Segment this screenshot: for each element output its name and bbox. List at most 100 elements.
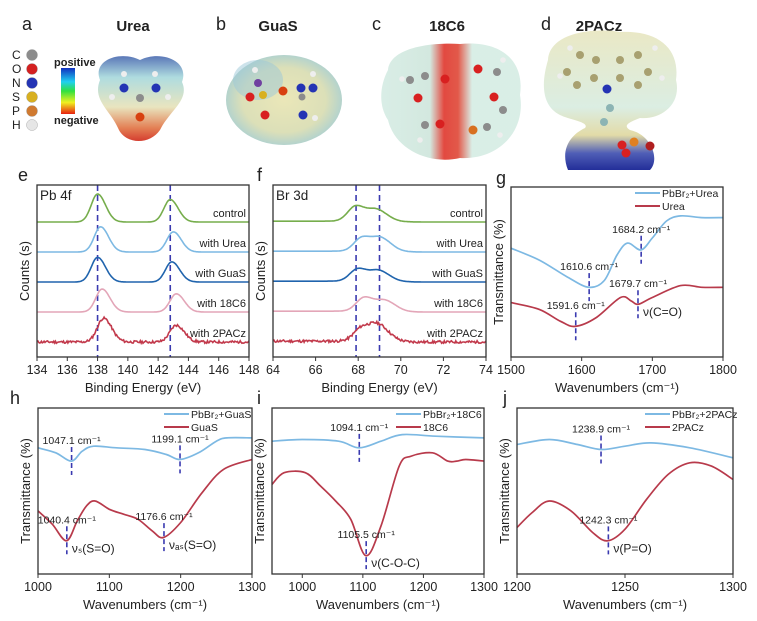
peak-label: 1684.2 cm⁻¹ <box>612 224 671 236</box>
vibration-mode-label: ν(C-O-C) <box>371 556 420 570</box>
x-tick-label: 1200 <box>503 580 531 594</box>
element-ball-C <box>26 49 38 61</box>
legend-label: PbBr₂+Urea <box>662 188 718 200</box>
legend-label: 2PACz <box>672 422 704 434</box>
peak-label: 1094.1 cm⁻¹ <box>330 422 389 434</box>
x-axis-title: Binding Energy (eV) <box>321 380 437 395</box>
panel-letter-d: d <box>541 14 551 34</box>
spectrum-line-with-guas <box>273 267 486 283</box>
x-axis-title: Wavenumbers (cm⁻¹) <box>83 597 207 612</box>
ftir-line-0 <box>271 433 485 449</box>
panel-letter-c: c <box>372 14 381 34</box>
molecule-title-urea: Urea <box>116 18 150 35</box>
panel-letter-b: b <box>216 14 226 34</box>
18c6-esp-surface <box>381 43 521 160</box>
ftir-line-1 <box>271 451 485 557</box>
x-tick-label: 1200 <box>410 580 438 594</box>
plot-frame <box>510 186 724 358</box>
x-tick-label: 1600 <box>568 363 596 377</box>
x-tick-label: 1800 <box>709 363 737 377</box>
series-label: with 2PACz <box>189 328 246 340</box>
x-tick-label: 1250 <box>611 580 639 594</box>
plot-frame <box>37 407 253 575</box>
element-symbol-C: C <box>12 48 21 62</box>
ftir-line-1 <box>510 284 724 328</box>
x-tick-label: 1300 <box>719 580 747 594</box>
y-axis-title: Transmittance (%) <box>491 219 506 325</box>
x-axis-title: Wavenumbers (cm⁻¹) <box>563 597 687 612</box>
ftir-line-0 <box>37 436 253 462</box>
series-label: with Urea <box>436 238 484 250</box>
spectrum-line-with-18c6 <box>37 288 249 313</box>
element-ball-H <box>26 119 38 131</box>
chart-panel-f: f Br 3d control with Urea with GuaS with 18C6… <box>253 165 493 395</box>
y-axis-title: Transmittance (%) <box>18 438 33 544</box>
peak-label: 1242.3 cm⁻¹ <box>579 514 638 526</box>
chart-panel-e: e Pb 4f control with Urea with GuaS with 18C6… <box>17 165 259 395</box>
panel-letter-f: f <box>257 165 263 185</box>
x-tick-label: 1300 <box>238 580 266 594</box>
element-symbol-N: N <box>12 76 21 90</box>
spectrum-line-control <box>37 193 249 223</box>
peak-label: 1591.6 cm⁻¹ <box>547 300 606 312</box>
spectrum-line-with-2pacz <box>36 315 250 346</box>
series-label: with 18C6 <box>433 298 483 310</box>
peak-label: 1199.1 cm⁻¹ <box>151 433 209 445</box>
panel-letter-i: i <box>257 388 261 408</box>
x-tick-label: 74 <box>479 363 493 377</box>
peak-label: 1610.6 cm⁻¹ <box>560 261 619 273</box>
legend-label: PbBr₂+GuaS <box>191 409 251 421</box>
molecule-title-guas: GuaS <box>258 18 297 35</box>
ftir-line-1 <box>37 458 253 542</box>
legend-label: Urea <box>662 201 685 213</box>
vibration-mode-label: ν(P=O) <box>613 541 651 555</box>
element-ball-N <box>26 77 38 89</box>
vibration-mode-label: νₐₛ(S=O) <box>169 538 216 552</box>
series-label: with GuaS <box>194 268 246 280</box>
ftir-line-0 <box>516 438 734 459</box>
2pacz-esp-surface <box>543 30 678 171</box>
x-tick-label: 136 <box>57 363 78 377</box>
plot-frame <box>272 184 487 358</box>
peak-label: 1105.5 cm⁻¹ <box>338 529 396 541</box>
plot-frame <box>271 407 485 575</box>
y-axis-title: Transmittance (%) <box>497 438 512 544</box>
x-tick-label: 1000 <box>24 580 52 594</box>
spectrum-line-with-18c6 <box>273 295 486 313</box>
legend-label: GuaS <box>191 422 218 434</box>
element-symbol-S: S <box>12 90 20 104</box>
x-tick-label: 72 <box>436 363 450 377</box>
peak-label: 1047.1 cm⁻¹ <box>43 435 102 447</box>
element-ball-S <box>26 91 38 103</box>
spectrum-line-with-urea <box>37 225 249 253</box>
colorbar-negative-label: negative <box>54 115 99 127</box>
x-axis-title: Wavenumbers (cm⁻¹) <box>316 597 440 612</box>
core-level-label: Pb 4f <box>40 188 72 203</box>
vibration-mode-label: ν(C=O) <box>643 305 682 319</box>
panel-letter-e: e <box>18 165 28 185</box>
x-tick-label: 1300 <box>470 580 498 594</box>
x-tick-label: 142 <box>148 363 169 377</box>
panel-letter-a: a <box>22 14 33 34</box>
x-tick-label: 66 <box>309 363 323 377</box>
x-tick-label: 1700 <box>638 363 666 377</box>
x-tick-label: 144 <box>178 363 199 377</box>
molecule-title-2pacz: 2PACz <box>576 18 622 35</box>
colorbar-positive-label: positive <box>54 57 96 69</box>
x-tick-label: 68 <box>351 363 365 377</box>
x-tick-label: 1200 <box>167 580 195 594</box>
panel-letter-g: g <box>496 168 506 188</box>
peak-label: 1040.4 cm⁻¹ <box>38 514 97 526</box>
spectrum-line-with-guas <box>37 256 249 283</box>
vibration-mode-label: νₛ(S=O) <box>72 541 115 555</box>
spectrum-line-with-urea <box>273 235 486 253</box>
molecule-title-18c6: 18C6 <box>429 18 465 35</box>
series-label: with 18C6 <box>196 298 246 310</box>
guas-esp-surface <box>226 55 342 145</box>
x-axis-title: Binding Energy (eV) <box>85 380 201 395</box>
